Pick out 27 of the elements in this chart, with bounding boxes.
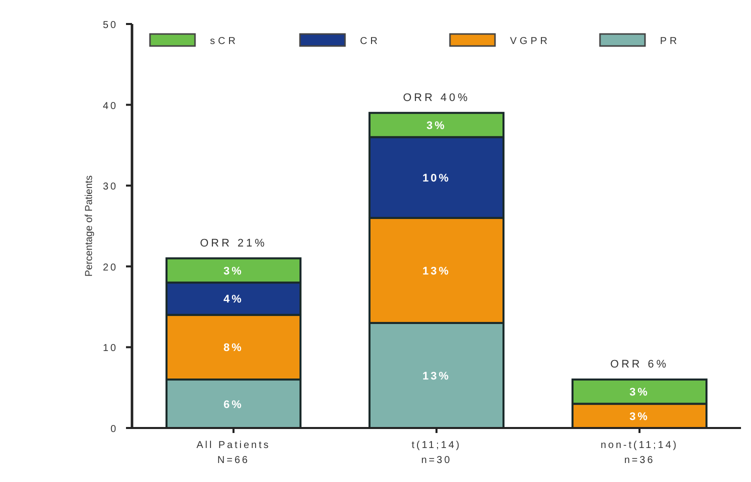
legend-label: sCR [210, 36, 238, 47]
data-label: 3% [630, 386, 650, 399]
y-tick-label: 0 [110, 424, 118, 435]
total-label: ORR 6% [610, 358, 669, 371]
x-tick-label: non-t(11;14) n=36 [600, 440, 678, 466]
data-label: 8% [224, 342, 244, 354]
y-tick-label: 30 [102, 182, 118, 193]
y-tick-label: 10 [102, 343, 118, 354]
legend-label: PR [660, 36, 680, 47]
total-label: ORR 40% [402, 92, 470, 104]
y-tick-label: 40 [102, 100, 118, 112]
data-label: 13% [422, 265, 451, 278]
y-axis-title: Percentage of Patients [84, 175, 95, 277]
data-label: 6% [224, 398, 244, 411]
y-tick-label: 20 [102, 262, 118, 274]
data-label: 13% [422, 370, 451, 382]
legend-label: CR [360, 36, 380, 47]
x-tick-label: t(11;14) n=30 [412, 440, 462, 466]
total-label: ORR 21% [200, 237, 268, 250]
legend-label: VGPR [510, 36, 550, 47]
data-label: 10% [422, 172, 451, 185]
data-label: 4% [224, 294, 244, 306]
data-label: 3% [224, 265, 244, 278]
data-label: 3% [426, 120, 446, 132]
x-tick-label: All Patients N=66 [196, 440, 271, 466]
data-label: 3% [630, 410, 650, 423]
y-tick-label: 50 [102, 20, 118, 31]
